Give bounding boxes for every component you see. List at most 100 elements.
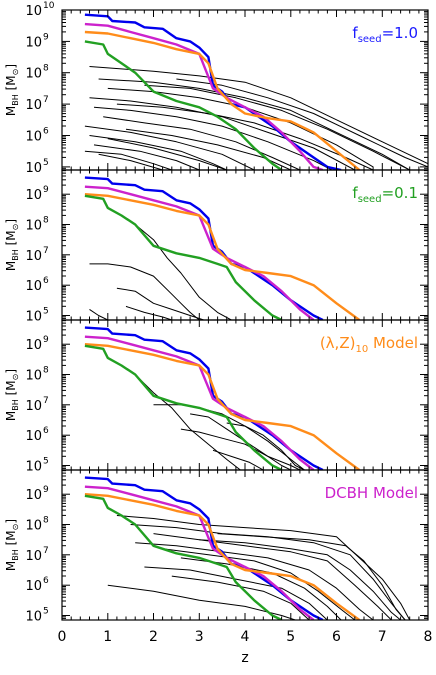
merger-tree-line xyxy=(153,404,305,470)
y-tick-label: 10 xyxy=(25,219,42,234)
model-line xyxy=(84,176,324,320)
merger-tree-line xyxy=(125,305,172,320)
merger-tree-line xyxy=(98,153,163,170)
x-tick-label: 0 xyxy=(58,629,67,645)
merger-tree-line xyxy=(144,84,410,170)
model-line xyxy=(84,335,315,470)
merger-tree-line xyxy=(171,575,310,620)
y-tick-exponent: 8 xyxy=(43,64,49,74)
y-tick-label: 10 xyxy=(25,579,42,594)
y-tick-exponent: 7 xyxy=(43,396,49,406)
merger-tree-line xyxy=(93,106,333,170)
y-tick-exponent: 5 xyxy=(43,456,49,466)
merger-tree-line xyxy=(226,422,305,470)
y-tick-exponent: 7 xyxy=(43,546,49,556)
y-tick-exponent: 6 xyxy=(43,126,49,136)
x-tick-label: 2 xyxy=(149,629,158,645)
y-tick-exponent: 6 xyxy=(43,276,49,286)
plot-frame xyxy=(61,169,429,321)
y-tick-label: 10 xyxy=(25,188,42,203)
merger-tree-line xyxy=(116,515,411,620)
model-line xyxy=(84,193,361,320)
y-tick-label: 10 xyxy=(25,161,42,176)
model-line xyxy=(84,326,324,470)
y-tick-label: 10 xyxy=(25,35,42,50)
model-line xyxy=(84,194,283,320)
x-tick-label: 8 xyxy=(424,629,433,645)
model-line xyxy=(84,485,315,620)
merger-tree-line xyxy=(98,78,410,170)
x-tick-label: 3 xyxy=(195,629,204,645)
merger-tree-line xyxy=(153,533,392,620)
merger-tree-line xyxy=(135,542,374,620)
merger-tree-line xyxy=(125,128,292,170)
x-tick-label: 6 xyxy=(332,629,341,645)
y-tick-label: 10 xyxy=(25,519,42,534)
panel-label: fseed=1.0 xyxy=(352,24,418,45)
merger-tree-line xyxy=(212,449,264,470)
panel-label: (λ,Z)10 Model xyxy=(320,334,418,355)
y-tick-label: 10 xyxy=(25,129,42,144)
x-tick-label: 5 xyxy=(286,629,295,645)
y-tick-label: 10 xyxy=(25,488,42,503)
model-line xyxy=(84,344,283,470)
y-axis-label: MBH [M⊙] xyxy=(4,64,20,116)
y-tick-label: 10 xyxy=(25,369,42,384)
y-tick-exponent: 8 xyxy=(43,216,49,226)
merger-tree-line xyxy=(103,116,301,170)
series-group xyxy=(84,176,361,320)
merger-tree-line xyxy=(162,548,356,620)
y-tick-exponent: 6 xyxy=(43,426,49,436)
x-tick-label: 1 xyxy=(103,629,112,645)
y-tick-exponent: 9 xyxy=(43,32,49,42)
panel-label: DCBH Model xyxy=(325,484,418,502)
merger-tree-line xyxy=(199,539,401,620)
y-axis-label: MBH [M⊙] xyxy=(4,219,20,271)
merger-tree-line xyxy=(130,524,406,620)
y-tick-exponent: 8 xyxy=(43,516,49,526)
merger-tree-line xyxy=(89,66,428,165)
model-line xyxy=(84,13,342,170)
y-tick-exponent: 7 xyxy=(43,246,49,256)
y-tick-label: 10 xyxy=(25,249,42,264)
merger-tree-line xyxy=(217,533,406,620)
y-tick-exponent: 5 xyxy=(43,606,49,616)
merger-tree-line xyxy=(93,144,200,170)
y-tick-label: 10 xyxy=(25,279,42,294)
model-line xyxy=(84,343,361,470)
y-tick-label: 10 xyxy=(25,609,42,624)
x-tick-label: 4 xyxy=(241,629,250,645)
merger-tree-line xyxy=(89,135,227,170)
model-line xyxy=(84,22,324,170)
y-tick-label: 10 xyxy=(25,67,42,82)
merger-tree-line xyxy=(121,365,241,470)
series-group xyxy=(84,476,411,620)
merger-tree-line xyxy=(116,287,204,320)
y-tick-label: 10 xyxy=(25,399,42,414)
y-tick-label: 10 xyxy=(25,4,42,19)
y-tick-label: 10 xyxy=(25,549,42,564)
model-line xyxy=(84,494,283,620)
merger-tree-line xyxy=(107,138,227,170)
y-tick-label: 10 xyxy=(25,98,42,113)
merger-tree-line xyxy=(107,584,296,620)
merger-tree-line xyxy=(89,308,109,320)
y-tick-exponent: 9 xyxy=(43,185,49,195)
model-line xyxy=(84,493,361,620)
merger-tree-line xyxy=(176,78,428,168)
y-tick-exponent: 6 xyxy=(43,576,49,586)
y-tick-exponent: 9 xyxy=(43,335,49,345)
series-group xyxy=(84,13,428,170)
merger-tree-line xyxy=(89,263,200,320)
merger-tree-line xyxy=(180,557,342,620)
y-tick-exponent: 9 xyxy=(43,485,49,495)
model-line xyxy=(84,30,361,170)
y-tick-exponent: 5 xyxy=(43,306,49,316)
merger-tree-line xyxy=(107,87,374,168)
y-tick-label: 10 xyxy=(25,338,42,353)
y-tick-exponent: 10 xyxy=(43,1,55,11)
